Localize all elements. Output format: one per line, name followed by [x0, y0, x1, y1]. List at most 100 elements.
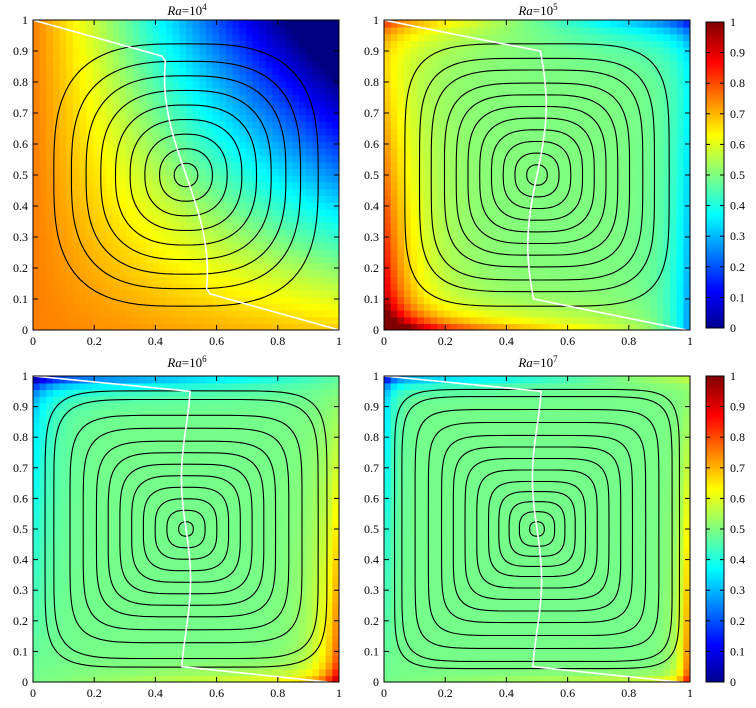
heatmap-cell	[683, 276, 690, 284]
heatmap-cell	[245, 141, 254, 149]
heatmap-cell	[397, 26, 405, 35]
title-eq: =10	[182, 355, 202, 370]
heatmap-cell	[39, 53, 48, 62]
heatmap-cell	[403, 309, 412, 318]
heatmap-cell	[623, 154, 631, 163]
heatmap-cell	[423, 262, 432, 271]
heatmap-cell	[46, 608, 54, 617]
heatmap-cell	[212, 181, 221, 190]
streamline	[490, 129, 584, 221]
heatmap-cell	[46, 94, 54, 102]
heatmap-cell	[325, 154, 334, 163]
heatmap-cell	[643, 188, 651, 197]
heatmap-cell	[603, 282, 611, 291]
heatmap-cell	[443, 262, 452, 271]
heatmap-cell	[86, 562, 94, 570]
heatmap-cell	[576, 316, 585, 325]
heatmap-cell	[683, 60, 690, 68]
heatmap-cell	[86, 608, 94, 617]
heatmap-cell	[663, 316, 671, 325]
heatmap-cell	[616, 296, 625, 304]
heatmap-cell	[550, 222, 558, 230]
heatmap-cell	[72, 276, 81, 284]
heatmap-cell	[33, 415, 41, 424]
heatmap-cell	[603, 20, 611, 28]
heatmap-cell	[610, 46, 618, 55]
heatmap-cell	[503, 154, 512, 163]
heatmap-cell	[86, 53, 94, 62]
heatmap-cell	[126, 94, 134, 102]
heatmap-cell	[119, 648, 127, 657]
y-tick-label: 0.4	[364, 199, 379, 213]
heatmap-cell	[630, 303, 638, 311]
heatmap-cell	[517, 100, 525, 109]
heatmap-cell	[59, 80, 68, 89]
heatmap-cell	[384, 53, 392, 62]
heatmap-cell	[312, 141, 320, 149]
heatmap-cell	[172, 94, 181, 102]
heatmap-cell	[239, 316, 247, 325]
heatmap-cell	[550, 201, 558, 210]
heatmap-cell	[530, 215, 538, 223]
heatmap-cell	[279, 73, 287, 82]
heatmap-cell	[397, 60, 405, 68]
heatmap-cell	[470, 181, 478, 190]
heatmap-cell	[239, 87, 247, 95]
heatmap-cell	[292, 235, 300, 244]
heatmap-cell	[86, 402, 94, 411]
heatmap-cell	[676, 26, 685, 35]
heatmap-cell	[530, 228, 538, 237]
heatmap-cell	[46, 87, 54, 95]
streamline	[526, 164, 548, 186]
heatmap-cell	[596, 67, 605, 75]
heatmap-cell	[292, 208, 300, 217]
heatmap-cell	[52, 628, 61, 637]
heatmap-cell	[265, 208, 274, 217]
heatmap-cell	[417, 249, 425, 257]
heatmap-cell	[410, 100, 419, 109]
heatmap-cell	[603, 141, 611, 149]
heatmap-cell	[66, 435, 74, 444]
heatmap-cell	[59, 141, 68, 149]
heatmap-cell	[186, 107, 194, 116]
heatmap-cell	[457, 215, 465, 223]
heatmap-cell	[576, 46, 585, 55]
heatmap-cell	[259, 87, 267, 95]
heatmap-cell	[299, 161, 307, 170]
heatmap-cell	[146, 20, 154, 28]
heatmap-cell	[106, 46, 114, 55]
heatmap-cell	[79, 161, 88, 170]
heatmap-cell	[199, 20, 207, 28]
heatmap-cell	[325, 87, 334, 95]
heatmap-cell	[72, 602, 81, 610]
heatmap-cell	[463, 195, 472, 203]
heatmap-cell	[186, 127, 194, 136]
heatmap-cell	[259, 296, 267, 304]
heatmap-cell	[106, 469, 114, 477]
heatmap-cell	[457, 53, 465, 62]
heatmap-cell	[523, 154, 532, 163]
heatmap-cell	[86, 121, 94, 129]
heatmap-cell	[616, 60, 625, 68]
heatmap-cell	[450, 148, 458, 156]
heatmap-cell	[450, 87, 458, 95]
heatmap-cell	[225, 188, 234, 197]
heatmap-cell	[443, 201, 452, 210]
heatmap-cell	[92, 73, 101, 82]
heatmap-cell	[450, 161, 458, 170]
heatmap-cell	[437, 222, 445, 230]
heatmap-cell	[397, 215, 405, 223]
heatmap-cell	[410, 282, 419, 291]
heatmap-cell	[470, 67, 478, 75]
heatmap-cell	[650, 188, 658, 197]
heatmap-cell	[72, 548, 81, 557]
heatmap-cell	[99, 415, 107, 424]
heatmap-cell	[305, 309, 314, 318]
heatmap-cell	[616, 215, 625, 223]
heatmap-cell	[670, 121, 678, 129]
heatmap-cell	[384, 249, 392, 257]
heatmap-cell	[285, 249, 294, 257]
heatmap-cell	[99, 73, 107, 82]
heatmap-cell	[179, 215, 187, 223]
heatmap-cell	[319, 121, 327, 129]
